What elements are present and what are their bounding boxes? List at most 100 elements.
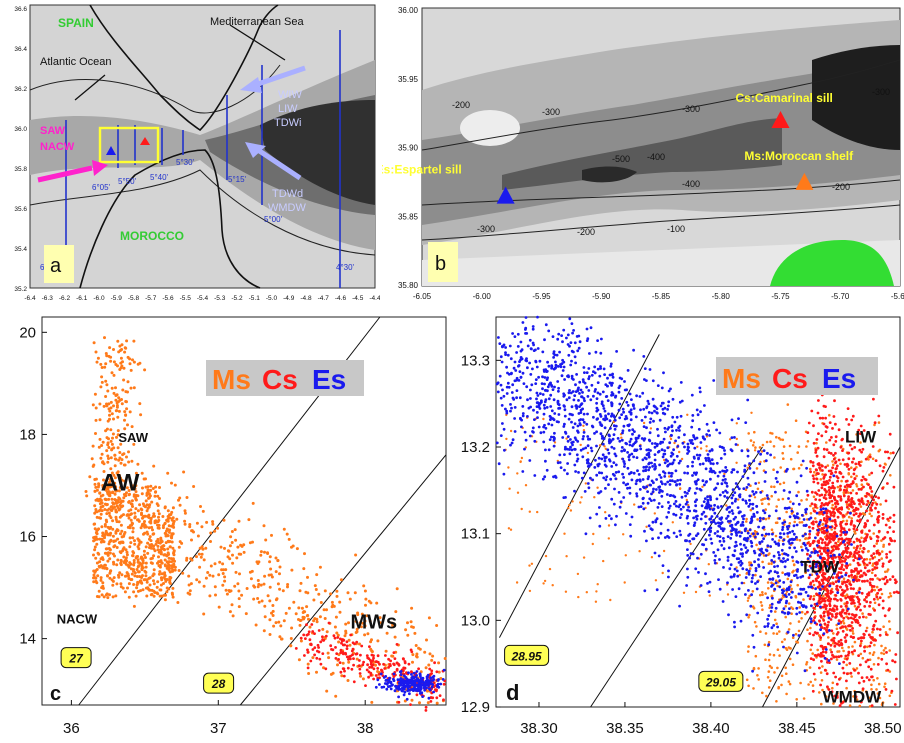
data-point-es — [600, 471, 604, 475]
data-point-es — [832, 572, 836, 575]
data-point-cs — [816, 411, 820, 415]
legend-entry-cs: Cs — [262, 364, 298, 395]
data-point-ms — [249, 577, 253, 581]
data-point-ms — [236, 545, 240, 549]
data-point-es — [570, 359, 573, 363]
data-point-es — [767, 614, 771, 617]
data-point-cs — [878, 464, 882, 468]
data-point-cs — [812, 441, 816, 445]
data-point-ms — [124, 548, 128, 552]
data-point-es — [651, 537, 654, 540]
data-point-es — [647, 455, 651, 459]
data-point-es — [711, 462, 715, 466]
mediterranean-label: Mediterranean Sea — [210, 16, 304, 28]
x-tick-label: -5.90 — [592, 292, 611, 301]
data-point-cs — [372, 667, 376, 671]
data-point-ms — [100, 444, 104, 447]
data-point-cs — [842, 568, 846, 571]
data-point-cs — [338, 661, 342, 664]
x-tick-label: -5.7 — [145, 295, 157, 302]
data-point-ms — [623, 581, 626, 584]
data-point-es — [795, 494, 799, 498]
data-point-cs — [864, 660, 868, 664]
data-point-cs — [876, 591, 879, 595]
data-point-ms — [685, 498, 688, 502]
data-point-es — [808, 554, 812, 557]
data-point-cs — [826, 482, 830, 485]
data-point-cs — [340, 641, 343, 645]
data-point-es — [687, 446, 690, 449]
data-point-cs — [816, 540, 820, 543]
contour-label: -300 — [682, 104, 700, 114]
y-tick-label: 35.2 — [14, 286, 27, 293]
data-point-ms — [157, 518, 161, 522]
data-point-cs — [841, 475, 845, 479]
site-marker-es — [496, 186, 515, 204]
data-point-ms — [821, 473, 824, 476]
y-tick-label: 35.80 — [398, 281, 419, 290]
data-point-cs — [853, 556, 857, 559]
data-point-ms — [595, 590, 598, 593]
contour-label: -300 — [542, 107, 560, 117]
data-point-es — [523, 430, 527, 434]
data-point-es — [414, 689, 417, 692]
data-point-es — [495, 441, 499, 445]
data-point-ms — [107, 480, 111, 484]
data-point-cs — [874, 495, 878, 498]
data-point-es — [686, 448, 690, 452]
data-point-ms — [853, 640, 857, 644]
data-point-cs — [824, 561, 828, 564]
data-point-cs — [324, 634, 328, 638]
data-point-cs — [869, 641, 873, 645]
data-point-cs — [345, 655, 349, 659]
data-point-es — [412, 671, 416, 675]
data-point-es — [733, 567, 737, 571]
data-point-cs — [855, 551, 859, 555]
data-point-es — [652, 498, 656, 502]
data-point-es — [796, 576, 799, 580]
data-point-ms — [790, 612, 793, 615]
data-point-cs — [835, 632, 839, 636]
data-point-cs — [428, 667, 432, 671]
data-point-es — [804, 532, 807, 536]
data-point-cs — [442, 682, 446, 686]
data-point-cs — [870, 496, 874, 499]
data-point-es — [678, 429, 681, 432]
data-point-ms — [93, 522, 97, 526]
data-point-ms — [809, 504, 812, 508]
data-point-cs — [809, 657, 813, 660]
data-point-cs — [876, 627, 879, 631]
data-point-cs — [834, 616, 837, 619]
data-point-ms — [127, 489, 131, 492]
data-point-es — [792, 524, 796, 528]
data-point-es — [403, 690, 407, 694]
data-point-ms — [113, 453, 117, 457]
data-point-ms — [343, 634, 347, 638]
data-point-cs — [860, 591, 864, 595]
data-point-ms — [162, 593, 166, 597]
data-point-cs — [829, 469, 833, 473]
data-point-es — [766, 624, 770, 628]
data-point-cs — [841, 458, 845, 462]
data-point-ms — [679, 487, 682, 490]
data-point-ms — [126, 586, 129, 590]
data-point-cs — [816, 525, 820, 528]
data-point-cs — [820, 541, 824, 545]
data-point-cs — [861, 687, 865, 691]
data-point-cs — [387, 657, 390, 661]
data-point-ms — [654, 579, 658, 582]
data-point-ms — [132, 559, 136, 562]
data-point-es — [681, 441, 685, 445]
data-point-cs — [878, 628, 882, 631]
data-point-ms — [790, 507, 793, 511]
data-point-ms — [791, 636, 795, 639]
data-point-cs — [837, 510, 840, 513]
data-point-es — [712, 551, 716, 554]
data-point-cs — [885, 633, 888, 636]
data-point-ms — [437, 670, 441, 674]
data-point-es — [558, 461, 562, 464]
data-point-ms — [882, 649, 886, 652]
data-point-ms — [163, 563, 167, 567]
data-point-cs — [334, 657, 338, 660]
data-point-cs — [818, 466, 821, 470]
